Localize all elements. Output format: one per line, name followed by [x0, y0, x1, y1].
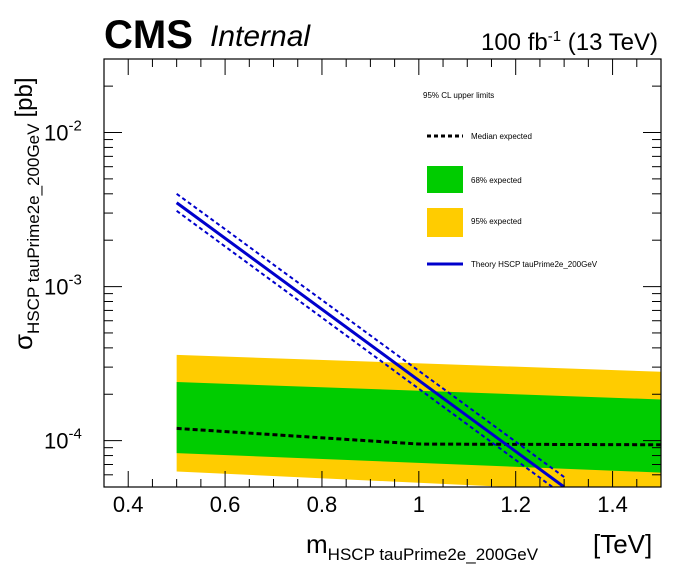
legend-median-label: Median expected: [471, 132, 532, 141]
plot-area: [175, 193, 661, 487]
median-expected-line: [176, 426, 661, 447]
band-68-expected: [176, 382, 661, 473]
y-tick-label: 10-3: [44, 272, 82, 300]
legend-95-swatch: [427, 208, 463, 237]
theory-upper-line: [176, 193, 565, 478]
legend-68-swatch: [427, 166, 463, 193]
legend-68-label: 68% expected: [471, 176, 522, 185]
y-tick-label: 10-2: [44, 118, 82, 146]
legend-title: 95% CL upper limits: [423, 91, 494, 100]
plot-frame: [103, 58, 662, 488]
x-tick-label: 1: [413, 492, 425, 517]
y-axis-title: σHSCP tauPrime2e_200GeV[pb]: [8, 78, 43, 351]
status-label: Internal: [210, 20, 311, 53]
x-axis-unit: [TeV]: [593, 529, 652, 559]
x-tick-label: 1.2: [500, 492, 531, 517]
legend-95-label: 95% expected: [471, 217, 522, 226]
theory-line: [175, 201, 566, 487]
x-axis-title: mHSCP tauPrime2e_200GeV: [306, 529, 539, 564]
legend: 95% CL upper limits Median expected 68% …: [423, 91, 598, 269]
axis-ticks: 0.4 0.6 0.8 1 1.2 1.4 10-2 10-3 10-4: [44, 58, 662, 517]
x-tick-label: 0.4: [113, 492, 144, 517]
theory-lower-line: [176, 210, 555, 487]
x-tick-label: 1.4: [597, 492, 628, 517]
y-tick-label: 10-4: [44, 426, 82, 454]
lumi-label: 100 fb-1 (13 TeV): [481, 28, 658, 56]
x-tick-label: 0.6: [210, 492, 241, 517]
x-tick-label: 0.8: [307, 492, 338, 517]
legend-theory-label: Theory HSCP tauPrime2e_200GeV: [471, 260, 598, 269]
experiment-label: CMS: [104, 13, 193, 57]
